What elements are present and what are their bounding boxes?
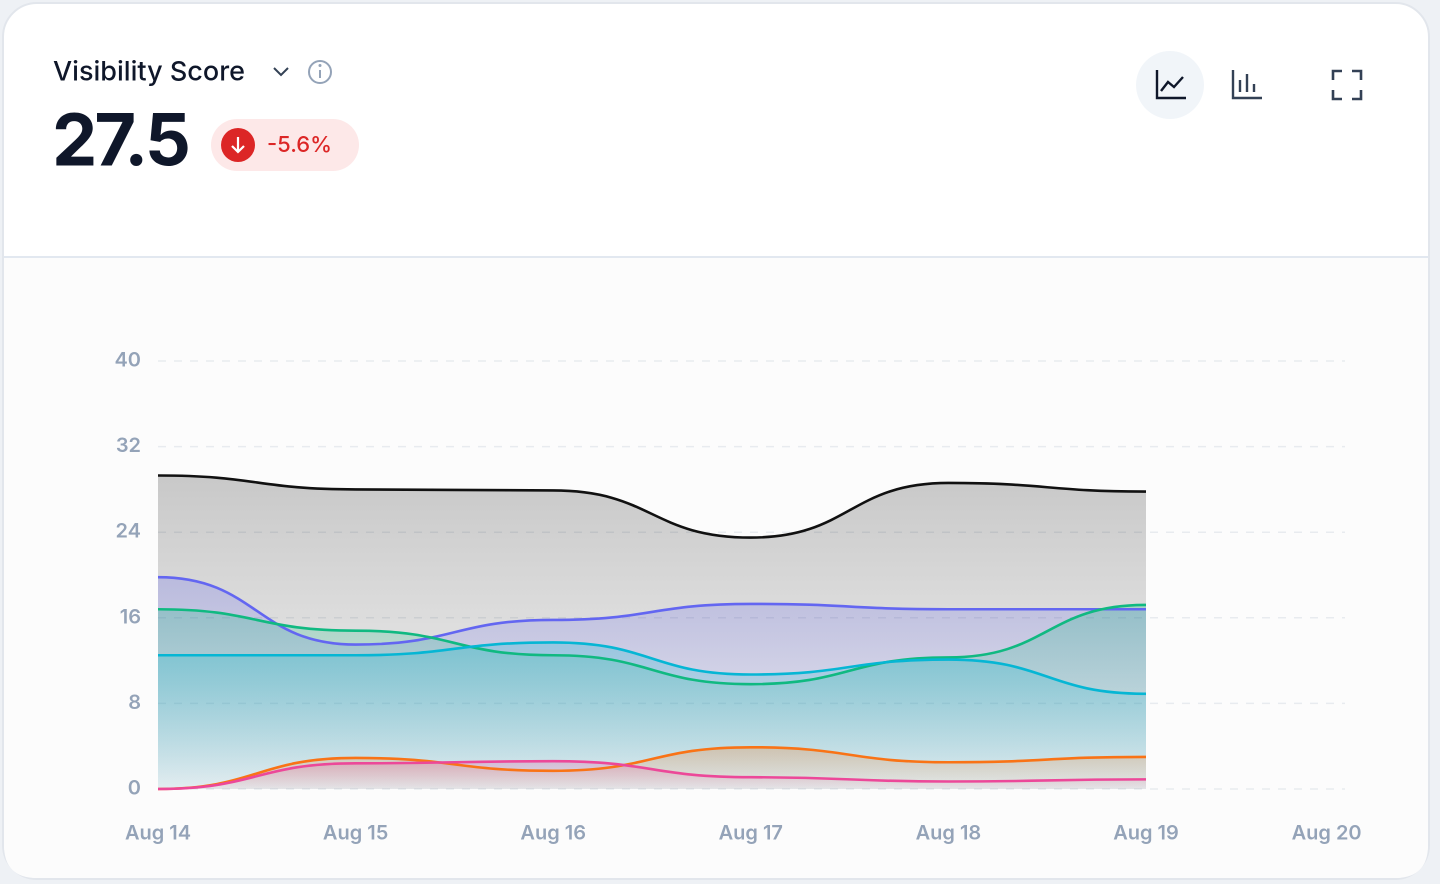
series-line — [157, 575, 1146, 646]
change-value: -5.6% — [267, 132, 332, 158]
series-line — [157, 474, 1147, 539]
series-line — [157, 745, 1147, 791]
series-area — [158, 642, 1146, 789]
dropdown-chevron[interactable] — [273, 67, 289, 77]
series-line — [157, 759, 1147, 791]
x-tick-label: Aug 19 — [1113, 820, 1179, 844]
series-line — [157, 603, 1147, 686]
x-tick-label: Aug 18 — [916, 820, 982, 844]
series-line — [158, 641, 1147, 696]
y-tick-label: 40 — [114, 347, 141, 371]
line-chart-icon — [1155, 70, 1186, 100]
y-tick-label: 8 — [128, 690, 141, 714]
y-tick-label: 16 — [120, 604, 141, 628]
y-tick-label: 0 — [128, 775, 141, 799]
down-arrow — [231, 137, 245, 154]
metric-title: Visibility Score — [53, 54, 245, 87]
metric-value: 27.5 — [52, 97, 188, 184]
x-tick-label: Aug 20 — [1292, 820, 1362, 844]
x-tick-label: Aug 14 — [125, 820, 191, 844]
x-tick-label: Aug 17 — [719, 820, 783, 844]
y-tick-label: 24 — [116, 519, 141, 543]
x-tick-label: Aug 15 — [323, 820, 388, 844]
info-icon[interactable] — [308, 60, 332, 84]
fullscreen-button[interactable] — [1331, 69, 1363, 101]
x-tick-label: Aug 16 — [520, 820, 586, 844]
y-tick-label: 32 — [116, 433, 141, 457]
bar-view-button[interactable] — [1231, 70, 1262, 100]
